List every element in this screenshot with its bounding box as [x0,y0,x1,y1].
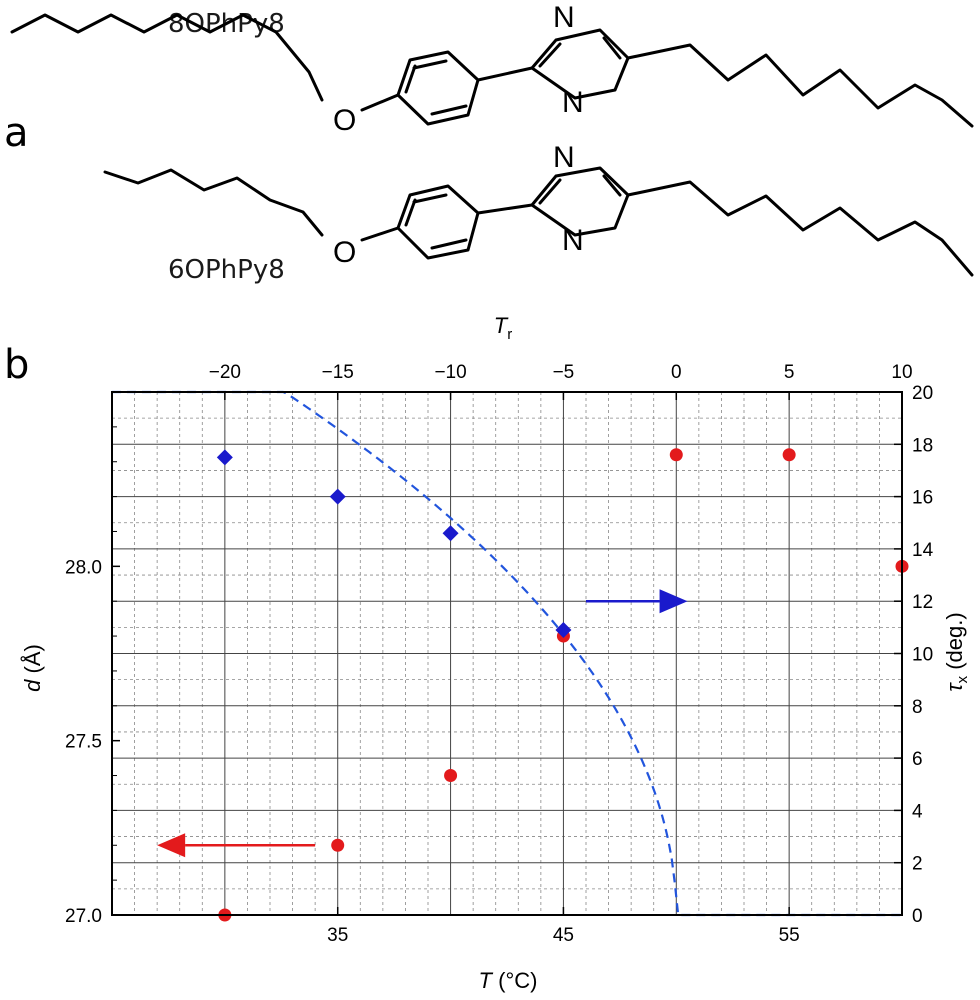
data-point-diamond [329,488,346,505]
nitrogen-atom-2a: N [553,141,575,174]
panel-b-label: b [4,342,29,388]
data-point-circle [669,448,683,462]
data-points-layer [216,448,909,922]
right-tick-label: 0 [912,906,923,927]
left-tick-label: 27.5 [65,732,102,753]
right-tick-label: 10 [912,645,933,666]
molecule-name-2: 6OPhPy8 [168,255,285,285]
benzene-inner-2c [404,198,417,227]
molecule-8ophpy8: 8OPhPy8 O N N [10,1,974,137]
pyrimidine-double-2b [602,174,622,197]
left-tick-label: 28.0 [65,557,102,578]
top-tick-label: 10 [891,362,912,383]
arrows-layer [157,589,688,858]
benzene-inner-2 [412,193,448,204]
nitrogen-atom-2b: N [562,224,584,257]
biaryl-bond-1 [476,66,534,82]
bottom-tick-label: 45 [553,925,574,946]
top-tick-label: −5 [553,362,575,383]
top-tick-label: 5 [784,362,795,383]
benzene-inner-2b [430,238,468,250]
right-tick-label: 8 [912,697,923,718]
bottom-tick-label: 55 [779,925,800,946]
benzene-inner-1 [412,59,448,70]
pyrimidine-double-2 [538,178,562,205]
bottom-tick-label: 35 [327,925,348,946]
biaryl-bond-2 [476,203,534,215]
molecule-6ophpy8: 6OPhPy8 O N N [103,141,974,285]
right-axis-title: τx (deg.) [942,612,971,691]
arrow-head [659,589,688,614]
pyrimidine-double-1b [602,36,622,60]
benzene-inner-1c [404,64,417,94]
ether-bond-1 [360,93,400,112]
pyrimidine-double-1 [538,42,562,68]
oxygen-atom-1: O [333,104,356,137]
right-tick-label: 2 [912,854,923,875]
right-tick-label: 12 [912,592,933,613]
axis-ticks-layer: 35 45 55 −20 −15 −10 −5 0 5 10 27.0 27.5 28.0 0 2 4 6 8 10… [65,362,934,946]
oxygen-atom-2: O [333,236,356,269]
alkoxy-chain-1 [10,13,324,102]
nitrogen-atom-1b: N [562,86,584,119]
fit-curve-layer [112,390,902,917]
arrow-head [157,833,186,858]
ether-bond-2 [360,226,400,242]
panel-a-molecules: a 8OPhPy8 O N N 6OPhPy8 O [4,1,974,285]
alkyl-chain-1 [626,43,974,128]
right-tick-label: 4 [912,801,923,822]
fit-curve [112,390,902,917]
panel-b-chart: b 35 45 55 −20 −15 −10 −5 0 5 10 27.0 27.5 28.0 0 2 4 6 8… [4,313,971,993]
bottom-axis-title: T (°C) [479,968,538,993]
alkyl-chain-2 [626,180,974,277]
data-point-diamond [555,621,572,638]
top-tick-label: −10 [434,362,466,383]
top-axis-title: Tr [494,313,512,343]
data-point-circle [331,838,345,852]
right-tick-label: 16 [912,488,933,509]
data-point-diamond [442,525,459,542]
right-tick-label: 20 [912,383,933,404]
top-tick-label: −15 [322,362,354,383]
left-tick-label: 27.0 [65,906,102,927]
data-point-circle [444,769,458,783]
data-point-circle [782,448,796,462]
right-tick-label: 18 [912,435,933,456]
right-tick-label: 6 [912,749,923,770]
benzene-inner-1b [430,104,468,116]
data-point-diamond [216,449,233,466]
left-axis-title: d (Å) [20,644,45,692]
panel-a-label: a [4,110,29,156]
major-gridlines [112,392,902,915]
top-tick-label: 0 [671,362,682,383]
right-tick-label: 14 [912,540,934,561]
top-tick-label: −20 [209,362,241,383]
alkoxy-chain-2 [103,168,324,237]
nitrogen-atom-1a: N [553,1,575,34]
